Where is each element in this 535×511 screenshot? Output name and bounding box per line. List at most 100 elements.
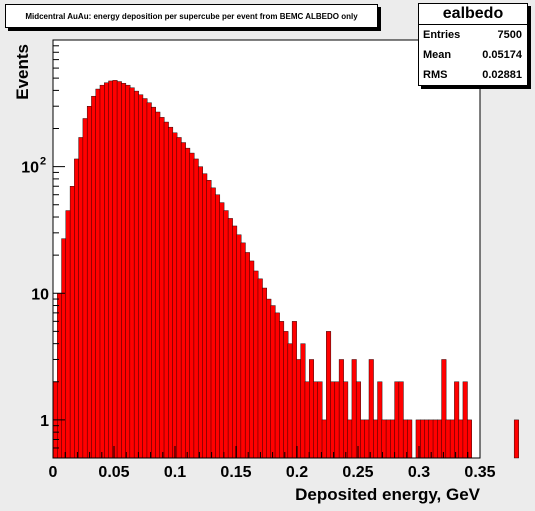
histogram-bar: [274, 312, 280, 459]
histogram-bar: [415, 419, 421, 459]
histogram-bar: [266, 298, 272, 459]
histogram-bar: [168, 126, 174, 459]
stats-row-entries: Entries 7500: [419, 25, 527, 45]
histogram-bar: [257, 278, 263, 459]
histogram-bar: [151, 106, 156, 459]
histogram-bar: [513, 419, 519, 459]
histogram-bar: [78, 137, 84, 459]
histogram-bar: [189, 152, 195, 459]
histogram-bar: [304, 381, 310, 459]
y-tick-label: 1: [40, 413, 49, 430]
stats-label: Mean: [423, 49, 452, 61]
histogram-bar: [253, 270, 259, 459]
histogram-bar: [364, 419, 370, 459]
histogram-bar: [424, 419, 430, 459]
x-tick-label: 0.3: [408, 464, 430, 481]
histogram-bar: [373, 419, 379, 459]
histogram-bar: [330, 381, 336, 459]
histogram-bar: [462, 381, 468, 459]
y-tick-label: 10: [21, 160, 39, 177]
histogram-bar: [385, 419, 391, 459]
x-tick-label: 0.1: [164, 464, 186, 481]
stats-label: RMS: [423, 69, 448, 81]
histogram-bar: [334, 381, 340, 459]
histogram-bar: [240, 242, 246, 459]
histogram-bar: [309, 359, 314, 459]
histogram-bar: [437, 419, 443, 459]
histogram-bar: [445, 419, 451, 459]
histogram-bar: [142, 98, 148, 459]
histogram-bar: [347, 419, 353, 459]
y-axis-label: Events: [13, 44, 32, 100]
histogram-bar: [91, 95, 97, 459]
y-tick-label: 10: [31, 286, 49, 303]
histogram-bar: [454, 381, 460, 459]
histogram-bar: [321, 419, 327, 459]
histogram-bar: [112, 80, 118, 459]
stats-box: ealbedo Entries 7500 Mean 0.05174 RMS 0.…: [418, 3, 528, 86]
histogram-bar: [223, 210, 229, 459]
histogram-bar: [360, 419, 366, 459]
histogram-bar: [65, 210, 71, 459]
histogram-bar: [377, 381, 383, 459]
histogram-bar: [232, 225, 238, 459]
histogram-bar: [155, 111, 161, 459]
histogram-bar: [287, 343, 293, 459]
histogram-bar: [116, 81, 122, 459]
histogram-bar: [449, 419, 455, 459]
histogram-bar: [398, 381, 404, 459]
histogram-bar: [270, 305, 276, 459]
histogram-bar: [86, 106, 92, 459]
stats-row-mean: Mean 0.05174: [419, 45, 527, 65]
histogram-bar: [197, 166, 203, 459]
histogram-bar: [74, 158, 80, 459]
stats-label: Entries: [423, 29, 461, 41]
x-tick-label: 0.15: [220, 464, 251, 481]
histogram-bar: [69, 186, 75, 459]
histogram-bar: [291, 321, 297, 459]
histogram-bar: [300, 343, 306, 459]
histogram-bar: [99, 84, 105, 459]
histogram-bar: [163, 121, 169, 459]
plot-frame: [52, 39, 481, 459]
histogram-bar: [180, 142, 186, 459]
histogram-bar: [279, 321, 285, 459]
histogram-bar: [407, 419, 413, 459]
histogram-bar: [185, 147, 191, 459]
x-tick-label: 0: [49, 464, 58, 481]
histogram-bar: [202, 173, 208, 459]
y-tick-exponent: 2: [40, 156, 46, 168]
histogram-bar: [206, 180, 212, 459]
histogram-bar: [317, 381, 323, 459]
histogram-bar: [343, 381, 349, 459]
histogram-bar: [244, 252, 250, 459]
x-axis-ticks: 0 0.05 0.1 0.15 0.2 0.25 0.3 0.35: [49, 446, 496, 481]
x-tick-label: 0.25: [342, 464, 373, 481]
histogram-bar: [283, 331, 289, 459]
histogram-bar: [351, 359, 357, 459]
stats-value: 7500: [497, 29, 522, 41]
stats-histogram-name: ealbedo: [419, 4, 527, 25]
histogram-bar: [219, 202, 225, 459]
histogram-bar: [176, 137, 182, 459]
x-tick-label: 0.35: [464, 464, 495, 481]
histogram-bar: [368, 359, 374, 459]
histogram-bar: [296, 359, 302, 459]
histogram-bar: [104, 82, 110, 459]
histogram-bar: [193, 158, 199, 459]
chart-title: Midcentral AuAu: energy deposition per s…: [5, 4, 378, 28]
histogram-bar: [420, 419, 425, 459]
histogram-bar: [338, 359, 344, 459]
histogram-bar: [125, 84, 131, 459]
histogram-bar: [61, 238, 67, 459]
histogram-bar: [441, 359, 447, 459]
histogram-bar: [432, 419, 438, 459]
histogram-bar: [159, 117, 165, 459]
histogram-bar: [394, 381, 400, 459]
stats-value: 0.02881: [482, 69, 522, 81]
histogram-bar: [262, 287, 268, 459]
histogram-bar: [57, 293, 63, 459]
histogram-bar: [458, 419, 464, 459]
